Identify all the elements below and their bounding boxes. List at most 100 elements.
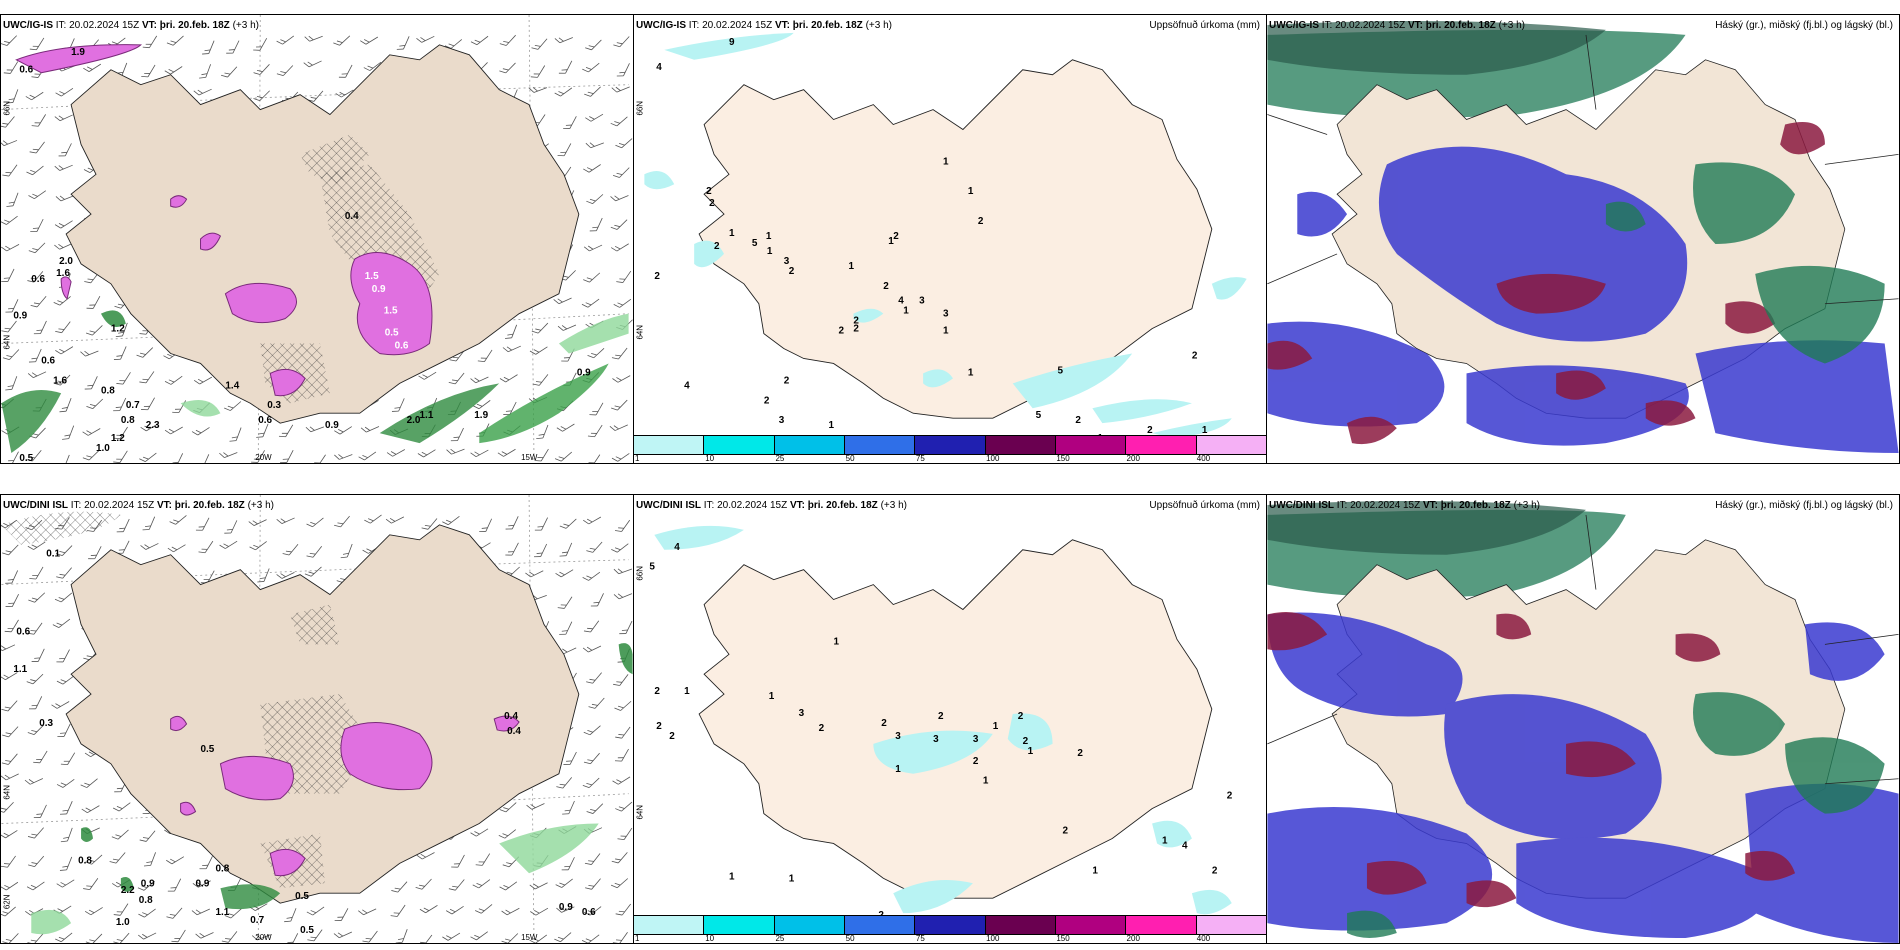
- value-label: 1: [943, 156, 949, 167]
- model-name: UWC/IG-IS: [636, 20, 686, 31]
- lat-label: 66N: [2, 101, 11, 116]
- value-label: 0.5: [300, 925, 314, 936]
- iceland-land: [65, 44, 580, 424]
- value-label: 0.9: [559, 902, 573, 913]
- value-label: 0.9: [141, 878, 155, 889]
- wind-precip-map: 0.4 0.6 0.1 1.1 0.5 0.8 0.9 0.8 1.1 0.7 0.5 0.9 0.4 1…: [1, 495, 633, 943]
- colorbar-swatch: [915, 916, 986, 934]
- value-label: 1: [834, 636, 840, 647]
- value-label: 2: [1062, 825, 1068, 836]
- panel-title: Uppsöfnuð úrkoma (mm): [1149, 20, 1260, 31]
- value-label: 1.5: [384, 306, 398, 317]
- precip-colorbar: 1 10 25 50 75 100 150 200 400: [634, 435, 1266, 463]
- value-label: 2: [789, 266, 795, 277]
- colorbar-swatch: [774, 436, 845, 454]
- lead-time: (+3 h): [232, 20, 259, 31]
- value-label: 0.3: [267, 400, 281, 411]
- lead-time: (+3 h): [247, 500, 274, 511]
- value-label: 5: [1036, 410, 1042, 421]
- model-name: UWC/DINI ISL: [1269, 500, 1334, 511]
- colorbar-swatch: [704, 436, 775, 454]
- value-label: 2: [1018, 711, 1024, 722]
- colorbar-label: 25: [775, 934, 785, 943]
- value-label: 2: [706, 186, 712, 197]
- vt-value: þri. 20.feb. 18Z: [174, 500, 245, 511]
- panel-bot-left: 0.4 0.6 0.1 1.1 0.5 0.8 0.9 0.8 1.1 0.7 0.5 0.9 0.4 1…: [0, 494, 634, 944]
- panel-header: UWC/DINI ISL IT: 20.02.2024 15Z VT: þri.…: [3, 500, 274, 511]
- value-label: 1.9: [71, 47, 85, 58]
- value-label: 2: [1147, 425, 1153, 436]
- value-label: 1: [903, 306, 909, 317]
- value-label: 1.1: [13, 664, 27, 675]
- value-label: 0.5: [295, 891, 309, 902]
- value-label: 1: [789, 873, 795, 884]
- colorbar-swatch: [634, 916, 705, 934]
- colorbar-label: 25: [775, 454, 785, 463]
- value-label: 0.9: [372, 284, 386, 295]
- colorbar-swatch: [985, 916, 1056, 934]
- value-label: 0.4: [504, 711, 518, 722]
- value-label: 0.8: [139, 895, 153, 906]
- value-label: 2: [973, 756, 979, 767]
- value-label: 2: [1023, 736, 1029, 747]
- vt-label: VT:: [156, 500, 172, 511]
- value-label: 1.0: [96, 443, 110, 454]
- lat-label: 66N: [635, 101, 644, 116]
- value-label: 0.3: [39, 718, 53, 729]
- panel-title: Uppsöfnuð úrkoma (mm): [1149, 500, 1260, 511]
- value-label: 0.8: [215, 863, 229, 874]
- value-label: 2: [656, 721, 662, 732]
- value-label: 1: [943, 326, 949, 337]
- value-label: 1: [769, 691, 775, 702]
- value-label: 2: [1227, 791, 1233, 802]
- value-label: 1: [1092, 865, 1098, 876]
- it-label: IT:: [55, 20, 67, 31]
- value-label: 1: [1162, 835, 1168, 846]
- value-label: 5: [752, 238, 758, 249]
- colorbar-label: 200: [1126, 934, 1140, 943]
- it-value: 20.02.2024 15Z: [84, 500, 155, 511]
- vt-label: VT:: [1422, 500, 1438, 511]
- value-label: 1: [829, 420, 835, 431]
- value-label: 1: [895, 764, 901, 775]
- precip-colorbar: 1 10 25 50 75 100 150 200 400: [634, 915, 1266, 943]
- value-label: 0.9: [325, 420, 339, 431]
- value-label: 1: [767, 246, 773, 257]
- colorbar-label: 100: [986, 454, 1000, 463]
- value-label: 0.6: [582, 907, 596, 918]
- colorbar-swatch: [844, 436, 916, 454]
- vt-value: þri. 20.feb. 18Z: [159, 20, 230, 31]
- value-label: 0.6: [19, 65, 33, 76]
- value-label: 2: [1192, 350, 1198, 361]
- value-label: 1: [993, 721, 999, 732]
- cloud-map: [1267, 15, 1899, 463]
- value-label: 1: [1202, 425, 1208, 436]
- value-label: 3: [895, 731, 901, 742]
- value-label: 1: [766, 231, 772, 242]
- value-label: 0.5: [19, 453, 33, 463]
- value-label: 2.0: [407, 415, 421, 426]
- value-label: 0.5: [385, 328, 399, 339]
- colorbar-label: 200: [1126, 454, 1140, 463]
- colorbar-label: 100: [986, 934, 1000, 943]
- vt-value: þri. 20.feb. 18Z: [1425, 20, 1496, 31]
- colorbar-label: 50: [845, 454, 855, 463]
- model-name: UWC/IG-IS: [3, 20, 53, 31]
- value-label: 3: [784, 256, 790, 267]
- value-label: 0.9: [196, 878, 210, 889]
- iceland-land: [698, 539, 1213, 899]
- colorbar-label: 1: [635, 934, 640, 943]
- lead-time: (+3 h): [1513, 500, 1540, 511]
- lat-label: 66N: [635, 566, 644, 581]
- colorbar-swatch: [1055, 436, 1127, 454]
- value-label: 2.3: [146, 420, 160, 431]
- vt-label: VT:: [141, 20, 157, 31]
- value-label: 2: [654, 686, 660, 697]
- colorbar-swatch: [1196, 436, 1266, 454]
- value-label: 0.8: [121, 415, 135, 426]
- it-label: IT:: [703, 500, 715, 511]
- value-label: 0.8: [78, 855, 92, 866]
- value-label: 1.2: [111, 324, 125, 335]
- colorbar-label: 400: [1196, 934, 1211, 943]
- colorbar-label: 75: [915, 454, 925, 463]
